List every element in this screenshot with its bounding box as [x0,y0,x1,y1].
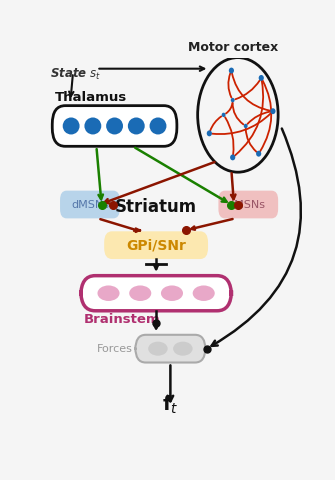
Ellipse shape [84,118,101,134]
Text: Brainstem: Brainstem [83,312,160,325]
Ellipse shape [161,286,183,301]
FancyBboxPatch shape [104,231,208,259]
Ellipse shape [270,108,275,114]
FancyBboxPatch shape [135,335,205,362]
Ellipse shape [193,286,215,301]
Text: $\mathbf{f}_t$: $\mathbf{f}_t$ [162,394,179,416]
FancyBboxPatch shape [52,106,177,146]
Text: iMSNs: iMSNs [231,200,265,209]
Ellipse shape [222,113,225,117]
FancyBboxPatch shape [218,191,278,218]
Text: Motor cortex: Motor cortex [188,41,278,54]
FancyArrowPatch shape [212,129,301,346]
Ellipse shape [149,118,166,134]
Ellipse shape [106,118,123,134]
Ellipse shape [259,75,264,81]
Ellipse shape [63,118,80,134]
Ellipse shape [256,151,261,156]
Text: Striatum: Striatum [115,198,197,216]
Text: Thalamus: Thalamus [55,91,127,104]
Ellipse shape [97,286,120,301]
Text: Forces: Forces [97,344,133,354]
FancyBboxPatch shape [81,276,231,311]
Ellipse shape [229,68,234,73]
Ellipse shape [230,155,235,160]
Text: GPi/SNr: GPi/SNr [126,238,186,252]
Ellipse shape [207,131,212,136]
Text: State $s_t$: State $s_t$ [50,67,101,82]
Text: dMSNs: dMSNs [71,200,109,209]
Ellipse shape [244,124,248,128]
Ellipse shape [128,118,145,134]
Ellipse shape [231,98,234,102]
Ellipse shape [129,286,151,301]
Ellipse shape [148,342,168,356]
Ellipse shape [173,342,193,356]
FancyBboxPatch shape [60,191,120,218]
